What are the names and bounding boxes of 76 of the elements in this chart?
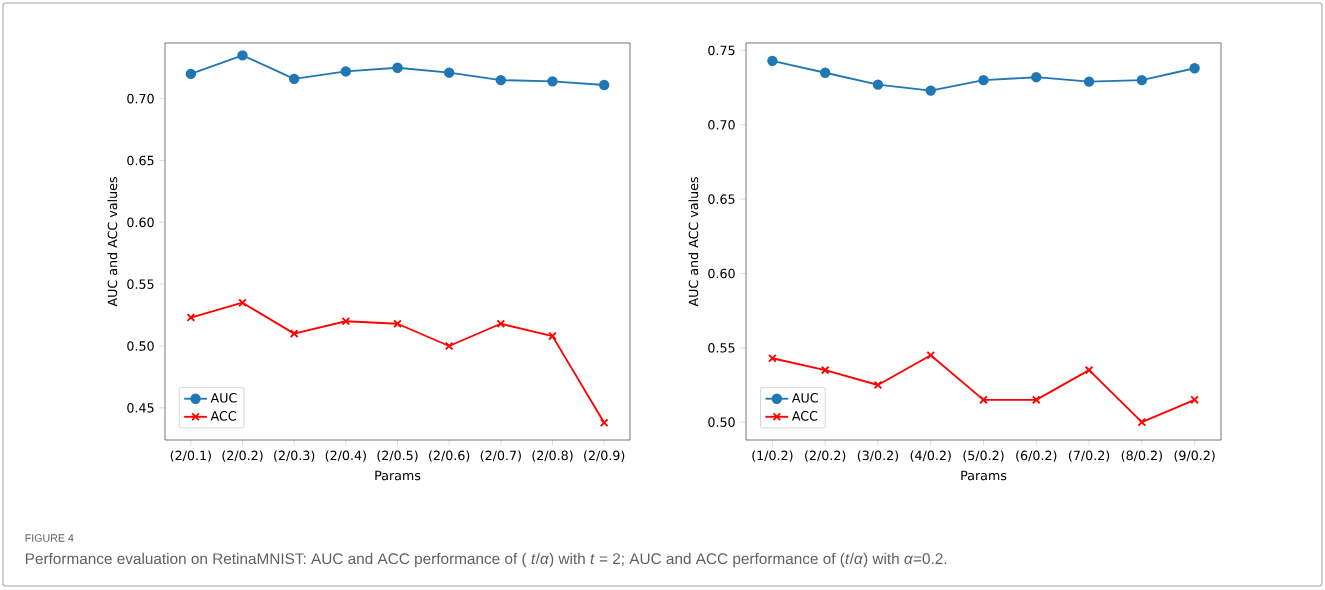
point <box>495 74 507 86</box>
point <box>926 350 936 360</box>
x-tick-label: (2/0.7) <box>480 450 521 462</box>
point <box>289 329 299 338</box>
point <box>288 73 300 85</box>
point <box>444 341 454 351</box>
point <box>1189 63 1200 74</box>
x-tick-label: (2/0.2) <box>805 450 846 462</box>
x-tick-label: (4/0.2) <box>910 450 951 462</box>
y-tick-label: 0.65 <box>708 194 735 204</box>
point <box>1031 71 1042 83</box>
y-tick-label: 0.75 <box>708 45 735 56</box>
y-tick-label: 0.60 <box>127 217 154 228</box>
x-tick-label: (2/0.4) <box>325 450 366 462</box>
point <box>186 313 196 322</box>
y-axis-title: AUC and ACC values <box>688 177 699 307</box>
point <box>185 68 197 80</box>
point <box>1083 76 1095 87</box>
x-tick-label: (7/0.2) <box>1068 450 1110 462</box>
point <box>238 298 247 308</box>
x-tick-label: (5/0.2) <box>963 450 1004 462</box>
y-tick-label: 0.70 <box>127 93 154 104</box>
x-tick-label: (2/0.5) <box>377 450 418 462</box>
y-tick-label: 0.45 <box>127 403 154 413</box>
x-axis-title: Params <box>375 470 421 481</box>
point <box>341 316 351 326</box>
point <box>443 67 455 78</box>
point <box>496 319 506 329</box>
point <box>1136 74 1148 86</box>
point <box>1190 395 1199 405</box>
legend-label: ACC <box>210 411 236 421</box>
point <box>547 76 558 87</box>
legend-label: AUC <box>210 393 237 403</box>
legend-label: AUC <box>791 393 818 403</box>
point <box>1084 365 1094 375</box>
point <box>820 365 830 375</box>
point <box>392 62 403 73</box>
x-tick-label: (2/0.6) <box>429 450 470 462</box>
x-tick-label: (2/0.1) <box>170 450 211 462</box>
y-tick-label: 0.65 <box>127 155 154 166</box>
x-tick-label: (3/0.2) <box>857 450 899 462</box>
y-tick-label: 0.55 <box>127 279 154 289</box>
y-tick-label: 0.55 <box>708 343 735 353</box>
y-tick-label: 0.60 <box>708 268 735 279</box>
text: Performance evaluation on RetinaMNIST: AUC and ACC performance of ( t/α) with t = 2; AUC and ACC performance of (t/α) with α=0.2. <box>25 552 947 568</box>
y-tick-label: 0.70 <box>708 119 735 130</box>
point <box>767 55 778 67</box>
x-tick-label: (2/0.9) <box>584 450 625 462</box>
point <box>237 50 248 61</box>
point <box>872 79 884 90</box>
point <box>925 85 936 96</box>
point <box>340 66 352 77</box>
point <box>1137 417 1147 427</box>
point <box>979 395 988 405</box>
x-tick-label: (6/0.2) <box>1016 450 1057 462</box>
x-tick-label: (1/0.2) <box>752 450 793 462</box>
y-axis-title: AUC and ACC values <box>107 177 118 307</box>
x-axis-title: Params <box>961 470 1007 481</box>
y-tick-label: 0.50 <box>708 417 735 427</box>
legend-label: ACC <box>791 411 818 421</box>
point <box>393 319 402 329</box>
point <box>978 74 989 86</box>
point <box>768 353 777 363</box>
point <box>873 380 883 390</box>
x-tick-label: (8/0.2) <box>1121 450 1162 462</box>
point <box>598 79 610 91</box>
caption: FIGURE 4 <box>25 534 74 542</box>
point <box>548 331 557 341</box>
point <box>599 418 609 428</box>
point <box>819 67 831 78</box>
x-tick-label: (9/0.2) <box>1174 450 1215 462</box>
x-tick-label: (2/0.2) <box>222 450 263 462</box>
y-tick-label: 0.50 <box>127 341 154 351</box>
x-tick-label: (2/0.3) <box>274 450 315 462</box>
point <box>1031 395 1041 405</box>
x-tick-label: (2/0.8) <box>532 450 573 462</box>
